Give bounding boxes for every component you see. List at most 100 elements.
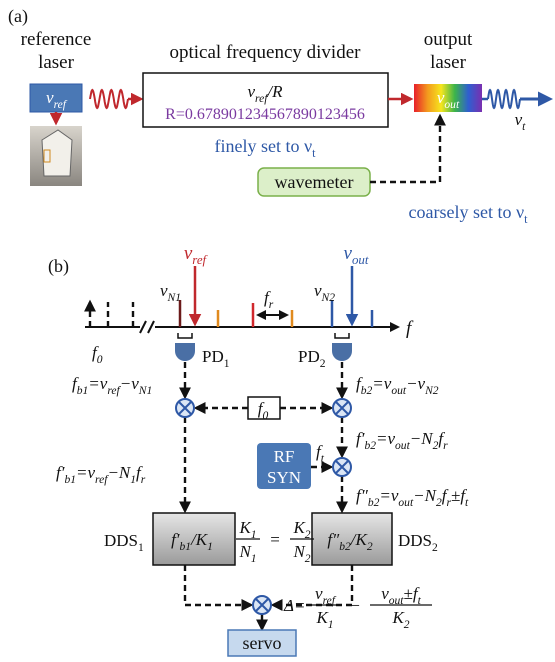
bracket xyxy=(335,333,349,338)
label: DDS1 xyxy=(104,531,144,554)
subscript: b2 xyxy=(339,540,351,553)
label: ft xyxy=(316,442,325,465)
text-part: =ν xyxy=(376,429,395,448)
subscript: 2 xyxy=(305,552,311,565)
subscript: 2 xyxy=(305,528,311,541)
label: K2 xyxy=(391,608,409,631)
label: coarsely set to νt xyxy=(408,202,528,226)
subscript: b2 xyxy=(368,496,380,509)
subscript: N2 xyxy=(424,384,439,397)
label: PD2 xyxy=(298,347,326,370)
subscript: out xyxy=(395,439,411,452)
label: f″b2=νout−N2fr±ft xyxy=(356,486,469,509)
laser-photo xyxy=(42,130,72,176)
text-part: f′ xyxy=(56,463,65,482)
label: fb1=νref−νN1 xyxy=(72,374,152,397)
label: νref xyxy=(315,584,337,607)
text-part: /K xyxy=(350,530,369,549)
label: f0 xyxy=(92,343,103,366)
subscript: N2 xyxy=(321,291,336,304)
text-part: =ν xyxy=(379,486,398,505)
subscript: t xyxy=(312,146,316,160)
label: N2 xyxy=(292,542,310,565)
text-part: f″ xyxy=(356,486,369,505)
label: laser xyxy=(38,52,75,73)
signal-line xyxy=(185,565,251,605)
subscript: t xyxy=(522,120,526,133)
label: DDS2 xyxy=(398,531,438,554)
text-part: −N xyxy=(413,486,437,505)
label: νref xyxy=(184,243,209,267)
text-part: /R xyxy=(266,82,283,101)
subscript: 1 xyxy=(207,540,213,553)
label: R=0.678901234567890123456 xyxy=(165,106,365,123)
subscript: out xyxy=(389,594,405,607)
subscript: 2 xyxy=(404,618,410,631)
text-part: PD xyxy=(202,347,224,366)
label: wavemeter xyxy=(275,172,354,192)
text-part: DDS xyxy=(104,531,138,550)
diagram: (a)referencelaserνrefoptical frequency d… xyxy=(0,0,555,662)
subscript: N1 xyxy=(167,291,181,304)
wave xyxy=(90,90,128,108)
subscript: 1 xyxy=(251,552,257,565)
photodetector xyxy=(175,343,195,361)
label: (b) xyxy=(48,256,69,277)
text-part: DDS xyxy=(398,531,432,550)
subscript: 0 xyxy=(97,353,103,366)
label: PD1 xyxy=(202,347,230,370)
subscript: 2 xyxy=(432,541,438,554)
subscript: N1 xyxy=(138,384,152,397)
subscript: r xyxy=(443,439,448,452)
subscript: t xyxy=(524,212,528,226)
text-part: ν xyxy=(304,136,312,156)
label: Δ= xyxy=(283,596,305,615)
subscript: r xyxy=(269,298,274,311)
subscript: out xyxy=(398,496,414,509)
label: reference xyxy=(21,29,92,50)
label: N1 xyxy=(238,542,256,565)
subscript: b2 xyxy=(361,384,373,397)
label: νt xyxy=(515,110,527,133)
text-part: =ν xyxy=(76,463,95,482)
text-part: finely set to xyxy=(214,136,303,156)
subscript: out xyxy=(444,98,460,111)
label: νout xyxy=(344,243,369,267)
label: finely set to νt xyxy=(214,136,316,160)
text-part: −N xyxy=(410,429,434,448)
label: fr xyxy=(264,288,274,311)
subscript: 1 xyxy=(328,618,334,631)
label: f′b1=νref−N1fr xyxy=(56,463,146,486)
subscript: 1 xyxy=(224,357,230,370)
axis-break xyxy=(140,321,154,333)
label: f xyxy=(406,318,414,339)
subscript: 1 xyxy=(251,528,257,541)
subscript: t xyxy=(321,452,325,465)
subscript: b1 xyxy=(180,540,192,553)
label: (a) xyxy=(8,6,28,27)
label: laser xyxy=(430,52,467,73)
label: νN1 xyxy=(160,281,181,304)
wave xyxy=(488,90,520,108)
subscript: out xyxy=(352,252,369,267)
label: servo xyxy=(243,633,282,653)
text-part: =ν xyxy=(372,374,391,393)
text-part: f′ xyxy=(171,530,180,549)
label: SYN xyxy=(267,468,301,487)
title: optical frequency divider xyxy=(170,42,362,63)
label: K1 xyxy=(315,608,333,631)
text-part: =ν xyxy=(88,374,107,393)
subscript: 2 xyxy=(320,357,326,370)
bracket xyxy=(178,333,192,338)
subscript: 1 xyxy=(138,541,144,554)
subscript: ref xyxy=(192,252,208,267)
label: = xyxy=(270,530,280,549)
label: K2 xyxy=(292,518,310,541)
text-part: PD xyxy=(298,347,320,366)
text-part: −ν xyxy=(406,374,425,393)
subscript: r xyxy=(141,473,146,486)
subscript: b1 xyxy=(77,384,89,397)
text-part: −N xyxy=(107,463,131,482)
label: fb2=νout−νN2 xyxy=(356,374,439,397)
subscript: ref xyxy=(54,98,68,111)
